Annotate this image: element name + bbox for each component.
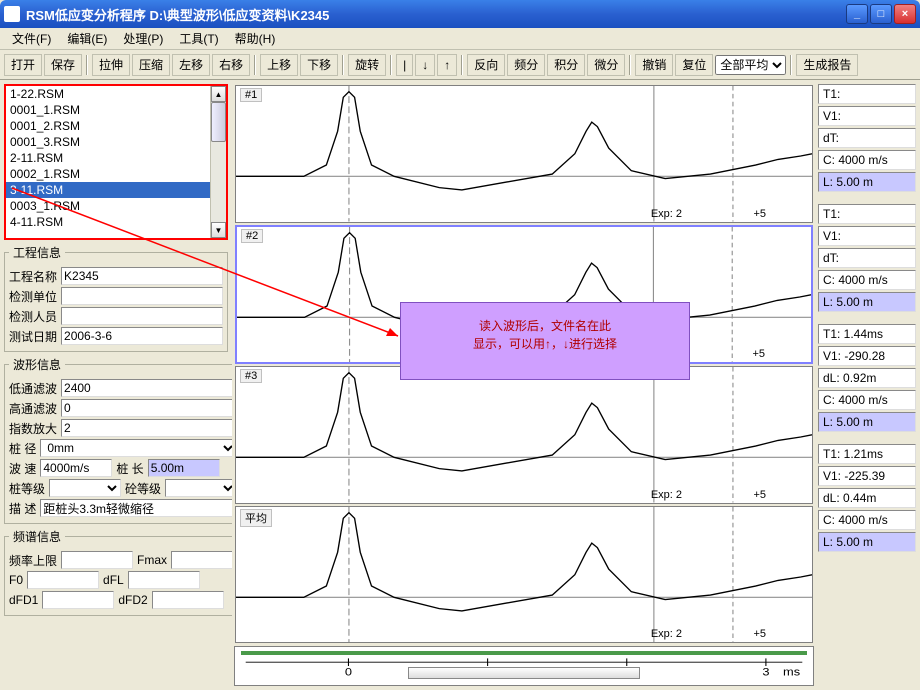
info-cell: L: 5.00 m (818, 532, 916, 552)
annotation-callout: 读入波形后，文件名在此 显示，可以用↑，↓进行选择 (400, 302, 690, 380)
speed-input[interactable] (40, 459, 112, 477)
integral-button[interactable]: 积分 (547, 54, 585, 76)
info-block: T1: 1.21msV1: -225.39dL: 0.44mC: 4000 m/… (818, 444, 916, 552)
desc-input[interactable] (40, 499, 232, 517)
reverse-button[interactable]: 反向 (467, 54, 505, 76)
svg-text:ms: ms (783, 665, 800, 678)
dfd2-input[interactable] (152, 591, 224, 609)
info-cell: L: 5.00 m (818, 412, 916, 432)
compress-button[interactable]: 压缩 (132, 54, 170, 76)
info-cell: C: 4000 m/s (818, 270, 916, 290)
axis-scroller[interactable] (408, 667, 639, 679)
info-block: T1:V1:dT:C: 4000 m/sL: 5.00 m (818, 204, 916, 312)
exp-label: Exp: 2 (651, 489, 682, 501)
f0-input[interactable] (27, 571, 99, 589)
exp-label: Exp: 2 (651, 208, 682, 220)
info-cell: V1: -225.39 (818, 466, 916, 486)
info-block: T1:V1:dT:C: 4000 m/sL: 5.00 m (818, 84, 916, 192)
right-button[interactable]: 右移 (212, 54, 250, 76)
up-button[interactable]: 上移 (260, 54, 298, 76)
plus-label: +5 (752, 348, 765, 360)
waveform-chart[interactable]: 平均 Exp: 2 +5 (235, 506, 813, 644)
svg-text:0: 0 (345, 665, 352, 678)
pilegrade-select[interactable] (49, 479, 121, 497)
concgrade-select[interactable] (165, 479, 232, 497)
wave-legend: 波形信息 (9, 356, 65, 373)
up2-button[interactable]: ↑ (437, 54, 457, 76)
info-cell: L: 5.00 m (818, 292, 916, 312)
plus-label: +5 (753, 628, 766, 640)
app-icon (4, 6, 20, 22)
info-cell: dT: (818, 128, 916, 148)
menu-file[interactable]: 文件(F) (4, 28, 59, 49)
info-cell: L: 5.00 m (818, 172, 916, 192)
lowpass-input[interactable] (61, 379, 232, 397)
axis-greenbar (241, 651, 807, 655)
info-cell: C: 4000 m/s (818, 510, 916, 530)
menu-bar: 文件(F) 编辑(E) 处理(P) 工具(T) 帮助(H) (0, 28, 920, 50)
highpass-input[interactable] (61, 399, 232, 417)
freq-button[interactable]: 频分 (507, 54, 545, 76)
title-bar: RSM低应变分析程序 D:\典型波形\低应变资料\K2345 _ □ × (0, 0, 920, 28)
bar-button[interactable]: | (396, 54, 413, 76)
info-cell: V1: (818, 106, 916, 126)
info-cell: T1: 1.21ms (818, 444, 916, 464)
menu-tools[interactable]: 工具(T) (171, 28, 226, 49)
plus-label: +5 (753, 489, 766, 501)
time-axis[interactable]: 0 1 2 3 ms (234, 646, 814, 686)
spectrum-legend: 频谱信息 (9, 528, 65, 545)
freq-upper-input[interactable] (61, 551, 133, 569)
info-cell: T1: (818, 204, 916, 224)
save-button[interactable]: 保存 (44, 54, 82, 76)
info-cell: dT: (818, 248, 916, 268)
fmax-input[interactable] (171, 551, 232, 569)
down-button[interactable]: 下移 (300, 54, 338, 76)
reset-button[interactable]: 复位 (675, 54, 713, 76)
left-button[interactable]: 左移 (172, 54, 210, 76)
down2-button[interactable]: ↓ (415, 54, 435, 76)
diff-button[interactable]: 微分 (587, 54, 625, 76)
info-cell: dL: 0.44m (818, 488, 916, 508)
plus-label: +5 (753, 208, 766, 220)
chart-label: #3 (240, 369, 262, 383)
undo-button[interactable]: 撤销 (635, 54, 673, 76)
close-button[interactable]: × (894, 4, 916, 24)
info-cell: dL: 0.92m (818, 368, 916, 388)
dfl-input[interactable] (128, 571, 200, 589)
menu-process[interactable]: 处理(P) (115, 28, 171, 49)
average-select[interactable]: 全部平均 (715, 55, 786, 75)
open-button[interactable]: 打开 (4, 54, 42, 76)
info-cell: V1: -290.28 (818, 346, 916, 366)
stretch-button[interactable]: 拉伸 (92, 54, 130, 76)
info-cell: C: 4000 m/s (818, 390, 916, 410)
info-block: T1: 1.44msV1: -290.28dL: 0.92mC: 4000 m/… (818, 324, 916, 432)
svg-text:3: 3 (762, 665, 769, 678)
dfd1-input[interactable] (42, 591, 114, 609)
center-panel: #1 Exp: 2 +5 #2 Exp: 2 +5 #3 Exp: 2 +5 (232, 80, 816, 690)
rotate-button[interactable]: 旋转 (348, 54, 386, 76)
waveform-chart[interactable]: #3 Exp: 2 +5 (235, 366, 813, 504)
chart-label: 平均 (240, 509, 272, 527)
generate-report-button[interactable]: 生成报告 (796, 54, 858, 76)
info-cell: T1: (818, 84, 916, 104)
window-title: RSM低应变分析程序 D:\典型波形\低应变资料\K2345 (26, 5, 846, 24)
info-cell: T1: 1.44ms (818, 324, 916, 344)
info-cell: V1: (818, 226, 916, 246)
exp-label: Exp: 2 (651, 628, 682, 640)
maximize-button[interactable]: □ (870, 4, 892, 24)
wave-info-group: 波形信息 低通滤波 高通滤波 指数放大 桩 径0mm 波 速 桩 长 桩等级 砼… (4, 356, 232, 524)
minimize-button[interactable]: _ (846, 4, 868, 24)
menu-edit[interactable]: 编辑(E) (59, 28, 115, 49)
right-panel: T1:V1:dT:C: 4000 m/sL: 5.00 mT1:V1:dT:C:… (816, 80, 920, 690)
spectrum-info-group: 频谱信息 频率上限 Fmax F0 dFL dFD1 dFD2 (4, 528, 232, 616)
length-input[interactable] (148, 459, 220, 477)
diameter-select[interactable]: 0mm (40, 439, 232, 457)
menu-help[interactable]: 帮助(H) (227, 28, 284, 49)
info-cell: C: 4000 m/s (818, 150, 916, 170)
exponent-input[interactable] (61, 419, 232, 437)
